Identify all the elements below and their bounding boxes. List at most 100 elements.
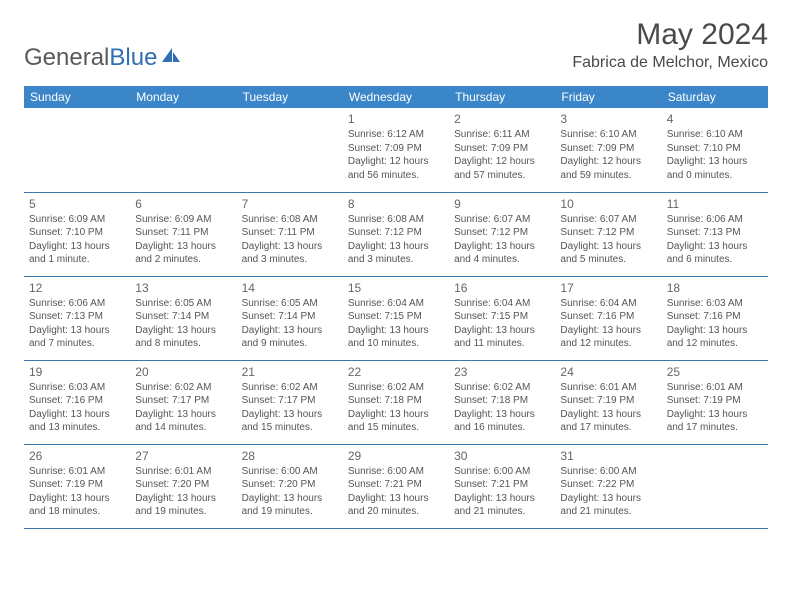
calendar-day-cell: 19Sunrise: 6:03 AMSunset: 7:16 PMDayligh… <box>24 360 130 444</box>
day-number: 31 <box>560 448 656 464</box>
calendar-week-row: 19Sunrise: 6:03 AMSunset: 7:16 PM Dayligh… <box>24 360 768 444</box>
daylight-line: Daylight: 13 hours and 19 minutes. <box>242 492 338 519</box>
day-number: 17 <box>560 280 656 296</box>
daylight-line: Daylight: 13 hours and 20 minutes. <box>348 492 444 519</box>
calendar-day-cell: 4Sunrise: 6:10 AMSunset: 7:10 PMDaylight… <box>662 108 768 192</box>
calendar-day-cell: 10Sunrise: 6:07 AMSunset: 7:12 PMDayligh… <box>555 192 661 276</box>
daylight-line: Daylight: 13 hours and 14 minutes. <box>135 408 231 435</box>
sunrise-line: Sunrise: 6:02 AM <box>348 381 444 395</box>
day-number: 8 <box>348 196 444 212</box>
sunrise-line: Sunrise: 6:07 AM <box>454 213 550 227</box>
sunrise-line: Sunrise: 6:12 AM <box>348 128 444 142</box>
sunset-line: Sunset: 7:13 PM <box>667 226 763 240</box>
calendar-day-cell: 22Sunrise: 6:02 AMSunset: 7:18 PMDayligh… <box>343 360 449 444</box>
calendar-day-cell: 30Sunrise: 6:00 AMSunset: 7:21 PMDayligh… <box>449 444 555 528</box>
sunrise-line: Sunrise: 6:03 AM <box>667 297 763 311</box>
calendar-week-row: 12Sunrise: 6:06 AMSunset: 7:13 PMDayligh… <box>24 276 768 360</box>
sunrise-line: Sunrise: 6:02 AM <box>135 381 231 395</box>
sunset-line: Sunset: 7:17 PM <box>242 394 338 408</box>
sunset-line: Sunset: 7:13 PM <box>29 310 125 324</box>
daylight-line: Daylight: 12 hours and 57 minutes. <box>454 155 550 182</box>
sunrise-line: Sunrise: 6:01 AM <box>29 465 125 479</box>
sunset-line: Sunset: 7:19 PM <box>667 394 763 408</box>
calendar-day-cell: 15Sunrise: 6:04 AMSunset: 7:15 PMDayligh… <box>343 276 449 360</box>
sunrise-line: Sunrise: 6:10 AM <box>667 128 763 142</box>
sunset-line: Sunset: 7:12 PM <box>560 226 656 240</box>
daylight-line: Daylight: 13 hours and 16 minutes. <box>454 408 550 435</box>
daylight-line: Daylight: 13 hours and 8 minutes. <box>135 324 231 351</box>
calendar-day-cell: 13Sunrise: 6:05 AMSunset: 7:14 PMDayligh… <box>130 276 236 360</box>
day-number: 4 <box>667 111 763 127</box>
sunrise-line: Sunrise: 6:06 AM <box>667 213 763 227</box>
sunset-line: Sunset: 7:19 PM <box>29 478 125 492</box>
sunrise-line: Sunrise: 6:03 AM <box>29 381 125 395</box>
day-number: 27 <box>135 448 231 464</box>
sunset-line: Sunset: 7:12 PM <box>348 226 444 240</box>
sunset-line: Sunset: 7:21 PM <box>348 478 444 492</box>
sunset-line: Sunset: 7:16 PM <box>29 394 125 408</box>
sunrise-line: Sunrise: 6:00 AM <box>348 465 444 479</box>
day-number: 19 <box>29 364 125 380</box>
day-number: 18 <box>667 280 763 296</box>
day-number: 26 <box>29 448 125 464</box>
daylight-line: Daylight: 13 hours and 21 minutes. <box>454 492 550 519</box>
sunrise-line: Sunrise: 6:11 AM <box>454 128 550 142</box>
day-number: 23 <box>454 364 550 380</box>
day-number: 11 <box>667 196 763 212</box>
sunrise-line: Sunrise: 6:05 AM <box>135 297 231 311</box>
day-number: 15 <box>348 280 444 296</box>
day-number: 3 <box>560 111 656 127</box>
sunset-line: Sunset: 7:10 PM <box>29 226 125 240</box>
brand-part2: Blue <box>109 44 157 72</box>
calendar-day-cell: 11Sunrise: 6:06 AMSunset: 7:13 PMDayligh… <box>662 192 768 276</box>
sunrise-line: Sunrise: 6:01 AM <box>560 381 656 395</box>
calendar-day-cell: 23Sunrise: 6:02 AMSunset: 7:18 PMDayligh… <box>449 360 555 444</box>
calendar-day-cell <box>130 108 236 192</box>
col-saturday: Saturday <box>662 86 768 108</box>
calendar-day-cell: 27Sunrise: 6:01 AMSunset: 7:20 PMDayligh… <box>130 444 236 528</box>
calendar-day-cell: 6Sunrise: 6:09 AMSunset: 7:11 PMDaylight… <box>130 192 236 276</box>
calendar-table: Sunday Monday Tuesday Wednesday Thursday… <box>24 86 768 529</box>
sunrise-line: Sunrise: 6:06 AM <box>29 297 125 311</box>
col-sunday: Sunday <box>24 86 130 108</box>
daylight-line: Daylight: 13 hours and 17 minutes. <box>560 408 656 435</box>
daylight-line: Daylight: 12 hours and 59 minutes. <box>560 155 656 182</box>
day-number: 9 <box>454 196 550 212</box>
daylight-line: Daylight: 13 hours and 19 minutes. <box>135 492 231 519</box>
calendar-day-cell: 24Sunrise: 6:01 AMSunset: 7:19 PMDayligh… <box>555 360 661 444</box>
calendar-day-cell: 2Sunrise: 6:11 AMSunset: 7:09 PMDaylight… <box>449 108 555 192</box>
day-number: 5 <box>29 196 125 212</box>
calendar-day-cell: 25Sunrise: 6:01 AMSunset: 7:19 PMDayligh… <box>662 360 768 444</box>
day-number: 22 <box>348 364 444 380</box>
sunrise-line: Sunrise: 6:05 AM <box>242 297 338 311</box>
sunset-line: Sunset: 7:18 PM <box>348 394 444 408</box>
calendar-day-cell: 28Sunrise: 6:00 AMSunset: 7:20 PMDayligh… <box>237 444 343 528</box>
sunrise-line: Sunrise: 6:00 AM <box>242 465 338 479</box>
day-number: 6 <box>135 196 231 212</box>
calendar-day-cell: 29Sunrise: 6:00 AMSunset: 7:21 PMDayligh… <box>343 444 449 528</box>
day-number: 25 <box>667 364 763 380</box>
sunrise-line: Sunrise: 6:01 AM <box>135 465 231 479</box>
sunset-line: Sunset: 7:10 PM <box>667 142 763 156</box>
day-number: 24 <box>560 364 656 380</box>
calendar-day-cell: 8Sunrise: 6:08 AMSunset: 7:12 PMDaylight… <box>343 192 449 276</box>
daylight-line: Daylight: 12 hours and 56 minutes. <box>348 155 444 182</box>
sunset-line: Sunset: 7:09 PM <box>560 142 656 156</box>
sunrise-line: Sunrise: 6:08 AM <box>348 213 444 227</box>
sunset-line: Sunset: 7:22 PM <box>560 478 656 492</box>
sunrise-line: Sunrise: 6:08 AM <box>242 213 338 227</box>
sunset-line: Sunset: 7:11 PM <box>242 226 338 240</box>
sunrise-line: Sunrise: 6:07 AM <box>560 213 656 227</box>
daylight-line: Daylight: 13 hours and 21 minutes. <box>560 492 656 519</box>
daylight-line: Daylight: 13 hours and 4 minutes. <box>454 240 550 267</box>
day-number: 14 <box>242 280 338 296</box>
daylight-line: Daylight: 13 hours and 10 minutes. <box>348 324 444 351</box>
sunset-line: Sunset: 7:21 PM <box>454 478 550 492</box>
calendar-day-cell: 20Sunrise: 6:02 AMSunset: 7:17 PMDayligh… <box>130 360 236 444</box>
sunrise-line: Sunrise: 6:00 AM <box>560 465 656 479</box>
daylight-line: Daylight: 13 hours and 6 minutes. <box>667 240 763 267</box>
sunset-line: Sunset: 7:18 PM <box>454 394 550 408</box>
daylight-line: Daylight: 13 hours and 3 minutes. <box>348 240 444 267</box>
calendar-day-cell <box>237 108 343 192</box>
sunset-line: Sunset: 7:14 PM <box>135 310 231 324</box>
